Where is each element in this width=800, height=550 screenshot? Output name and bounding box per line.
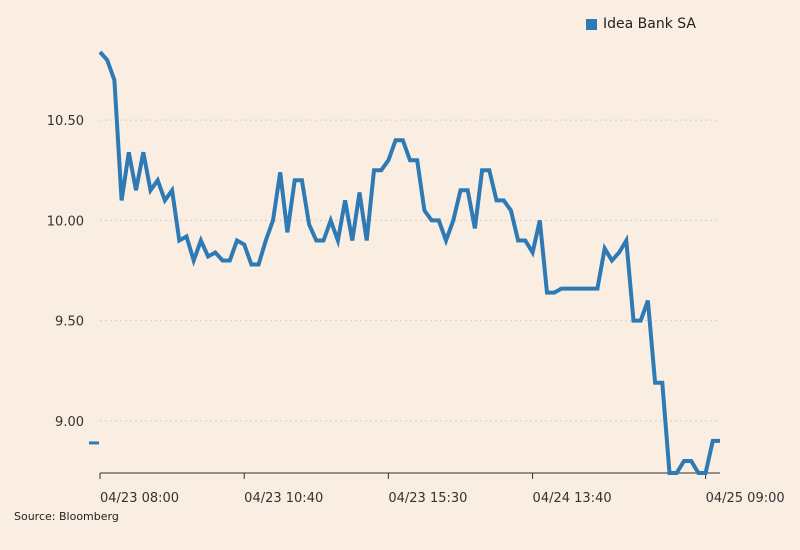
x-tick-label: 04/23 10:40: [244, 491, 323, 506]
y-tick-label: 9.00: [55, 415, 84, 430]
gridlines: [100, 119, 720, 422]
x-tick-label: 04/24 13:40: [533, 491, 612, 506]
y-tick-label: 9.50: [55, 315, 84, 330]
tick-labels: 9.00 9.50 10.00 10.50 04/23 08:00 04/23 10:40…: [47, 114, 785, 506]
legend-label: Idea Bank SA: [603, 16, 696, 32]
source-note: Source: Bloomberg: [14, 510, 119, 523]
legend-swatch: [586, 18, 597, 30]
series-line-idea-bank: [98, 50, 720, 475]
x-tick-label: 04/25 09:00: [706, 491, 785, 506]
x-tick-label: 04/23 15:30: [388, 491, 467, 506]
x-tick-label: 04/23 08:00: [100, 491, 179, 506]
y-tick-label: 10.00: [47, 214, 84, 229]
axes: [99, 472, 720, 479]
series-lines: [89, 50, 720, 475]
y-tick-label: 10.50: [47, 114, 84, 129]
legend: Idea Bank SA: [586, 16, 696, 32]
